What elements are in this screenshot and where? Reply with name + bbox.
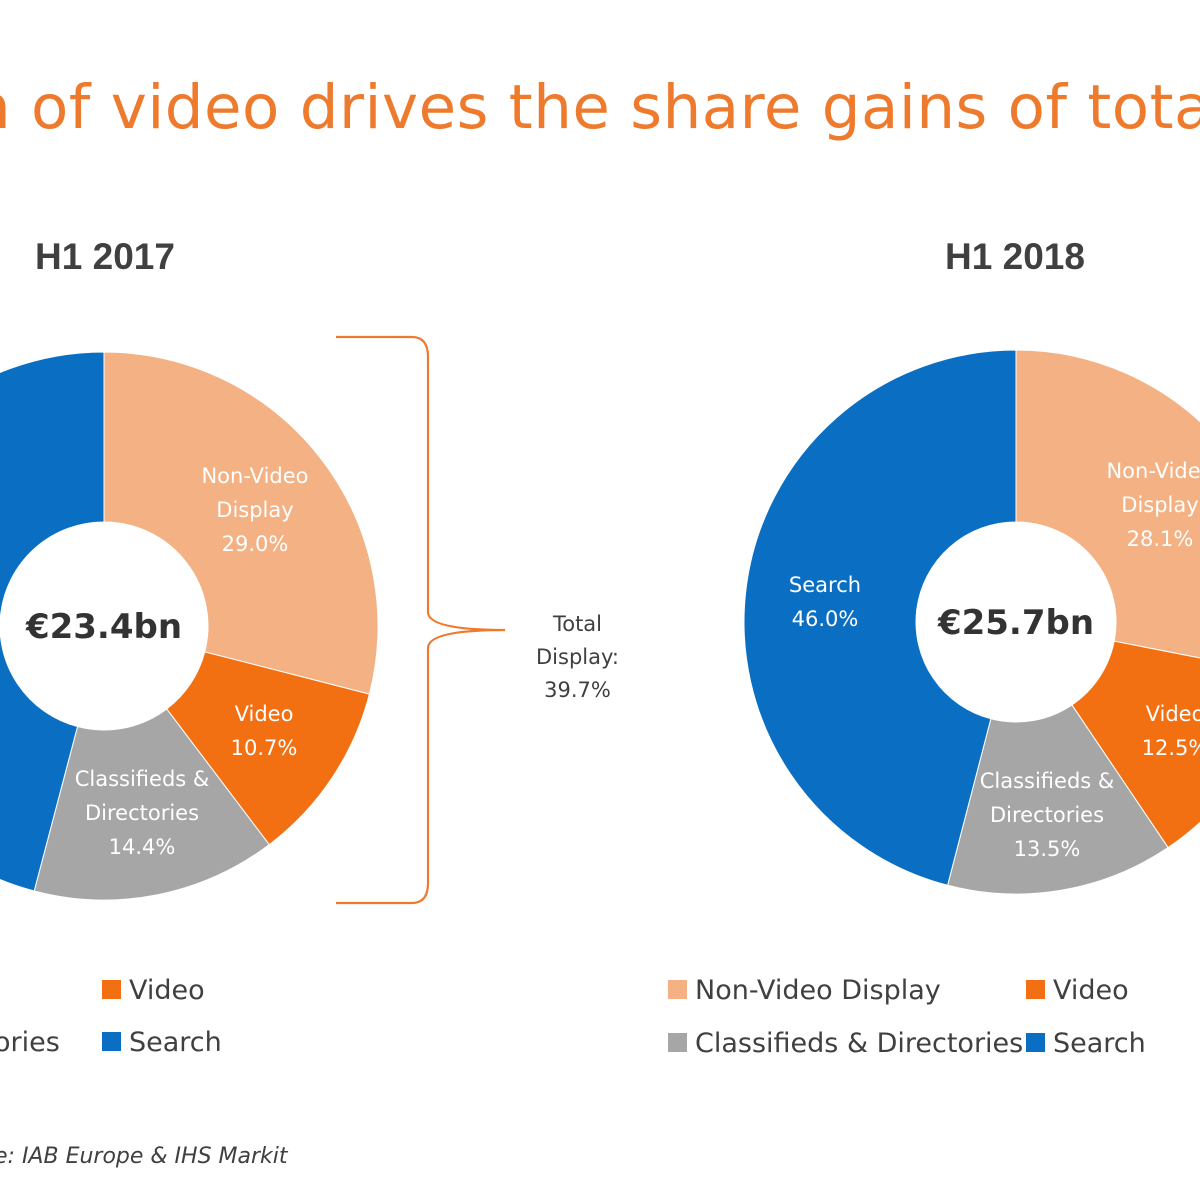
legend-2017-search: Search	[102, 1026, 222, 1060]
slice-label-2018-non-video-display: Non-VideoDisplay28.1%	[1106, 459, 1200, 551]
legend-swatch-classifieds	[668, 1033, 687, 1052]
total-display-line2: Display:	[536, 645, 619, 669]
legend-label: Non-Video Display	[695, 975, 941, 1006]
legend-swatch-search	[1026, 1033, 1045, 1052]
slice-2017-non-video-display	[103, 351, 379, 695]
slice-2018-search	[743, 349, 1017, 886]
total-display-label: Total Display: 39.7%	[520, 608, 635, 707]
legend-label: Search	[1053, 1028, 1146, 1059]
legend-2017-video: Video	[102, 974, 205, 1008]
chart-title-2017: H1 2017	[35, 236, 175, 277]
slice-2017-classifieds-directories	[33, 708, 270, 901]
slice-2018-classifieds-directories	[946, 704, 1169, 895]
legend-label: Search	[129, 1027, 222, 1058]
headline: n of video drives the share gains of tot…	[0, 68, 1200, 158]
legend-2018-classifieds: Classifieds & Directories	[668, 1027, 1023, 1061]
legend-label: Video	[129, 975, 205, 1006]
slice-2017-video	[166, 651, 371, 846]
slice-label-2018-classifieds-directories: Classifieds & Directories 13.5%	[980, 769, 1115, 861]
legend-swatch-search	[102, 1032, 121, 1051]
slice-2018-non-video-display	[1015, 349, 1200, 659]
slice-label-2017-non-video-display: Non-Video Display 29.0%	[201, 464, 308, 556]
headline-text: n of video drives the share gains of tot…	[0, 72, 1200, 143]
slice-2018-video	[1071, 640, 1200, 849]
legend-swatch-nonvideo	[668, 980, 687, 999]
legend-label: ories	[0, 1027, 60, 1058]
slice-label-2018-search: Search 46.0%	[789, 573, 861, 631]
legend-swatch-video	[1026, 980, 1045, 999]
center-total-2018: €25.7bn	[937, 603, 1094, 643]
legend-2018-video: Video	[1026, 974, 1129, 1008]
legend-2018-search: Search	[1026, 1027, 1146, 1061]
legend-label: Classifieds & Directories	[695, 1028, 1024, 1059]
legend-label: Video	[1053, 975, 1129, 1006]
legend-swatch-video	[102, 980, 121, 999]
slice-label-2017-video: Video 10.7%	[231, 702, 298, 760]
legend-2018-nonvideo: Non-Video Display	[668, 974, 941, 1008]
slice-2017-search	[0, 351, 105, 892]
source-note: e: IAB Europe & IHS Markit	[0, 1144, 288, 1169]
legend-2017-classifieds: ories	[0, 1026, 60, 1060]
chart-title-2018: H1 2018	[945, 236, 1085, 277]
center-total-2017: €23.4bn	[25, 607, 182, 647]
total-display-bracket	[336, 335, 506, 905]
total-display-value: 39.7%	[544, 678, 611, 702]
slice-label-2017-classifieds-directories: Classifieds & Directories 14.4%	[75, 767, 210, 859]
total-display-line1: Total	[552, 612, 603, 636]
